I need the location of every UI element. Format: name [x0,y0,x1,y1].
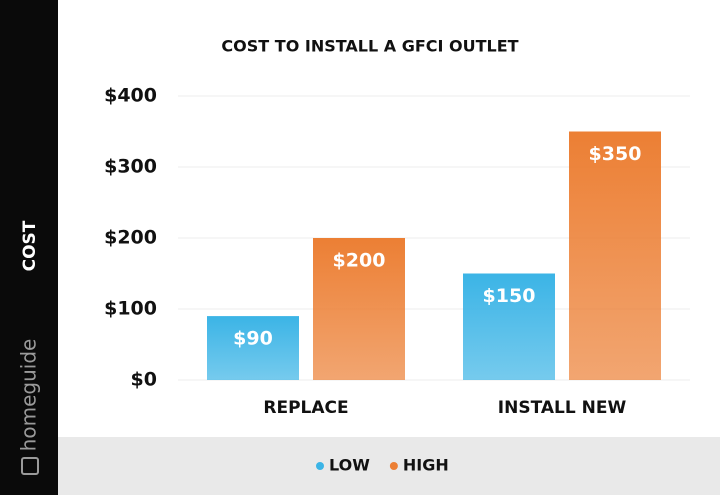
y-tick-label: $200 [104,227,157,249]
y-tick-label: $300 [104,156,157,178]
legend-band [58,437,720,495]
chart-title: COST TO INSTALL A GFCI OUTLET [221,37,518,56]
legend-label: LOW [329,456,370,475]
y-tick-label: $0 [131,369,157,391]
x-tick-label: REPLACE [263,398,348,418]
y-axis-label: COST [20,220,40,271]
brand-icon [21,457,39,475]
bar [207,316,299,380]
sidebar [0,0,58,495]
brand: homeguide [17,339,41,452]
value-label: $350 [589,143,642,165]
bar [313,238,405,380]
legend-label: HIGH [403,456,449,475]
legend-marker [389,462,398,470]
y-tick-label: $400 [104,85,157,107]
value-label: $200 [333,250,386,272]
value-label: $150 [483,285,536,307]
value-label: $90 [233,328,273,350]
y-tick-label: $100 [104,298,157,320]
legend-marker [316,462,324,470]
bar [463,273,555,380]
bar [569,131,661,380]
x-tick-label: INSTALL NEW [498,398,627,418]
